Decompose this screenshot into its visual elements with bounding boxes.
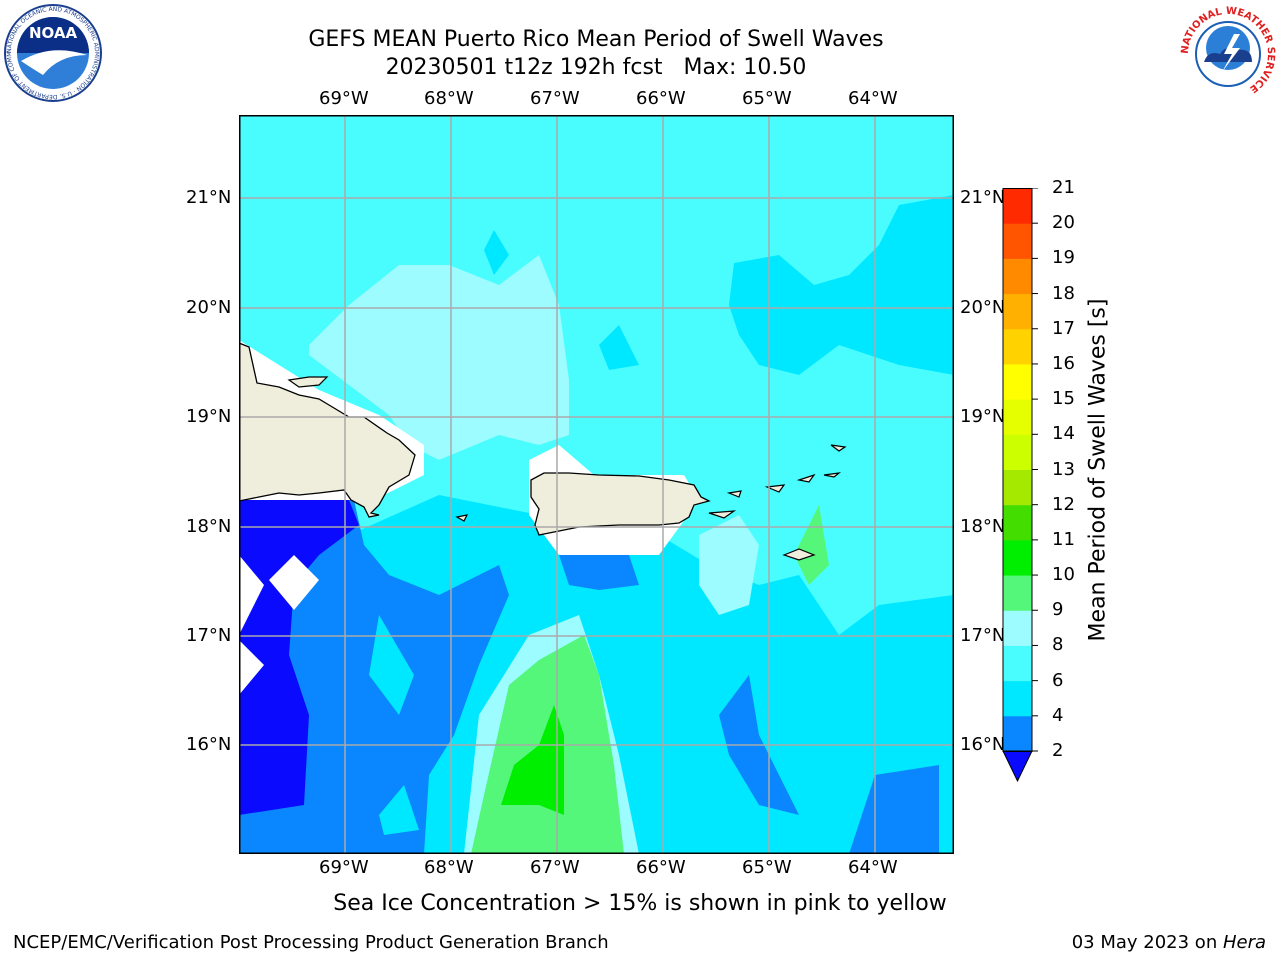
colorbar-tick-label: 8	[1052, 634, 1064, 656]
lon-label-top-69w: 69°W	[319, 88, 369, 109]
colorbar	[1002, 188, 1038, 783]
contour-under-2	[239, 500, 359, 815]
colorbar-tick-label: 6	[1052, 669, 1064, 691]
colorbar-tick-label: 18	[1052, 282, 1075, 304]
colorbar-bin-16-17	[1003, 328, 1032, 365]
colorbar-bin-12-13	[1003, 469, 1032, 506]
contour-4-6-hole2	[379, 785, 419, 835]
colorbar-bin-15-16	[1003, 363, 1032, 400]
colorbar-label: Mean Period of Swell Waves [s]	[1085, 298, 1111, 642]
lat-label-right-17n: 17°N	[960, 625, 1006, 646]
colorbar-bin-9-10	[1003, 575, 1032, 611]
colorbar-tick-label: 20	[1052, 212, 1075, 234]
colorbar-bin-14-15	[1003, 399, 1032, 435]
lon-label-bottom-64w: 64°W	[848, 857, 898, 878]
lon-label-bottom-66w: 66°W	[636, 857, 686, 878]
virgin-islands-land	[287, 376, 847, 561]
colorbar-tick-label: 9	[1052, 599, 1064, 621]
footer-date: 03 May 2023 on Hera	[1072, 932, 1266, 953]
lat-label-right-19n: 19°N	[960, 406, 1006, 427]
lon-label-bottom-67w: 67°W	[530, 857, 580, 878]
lon-label-top-65w: 65°W	[742, 88, 792, 109]
lat-label-left-21n: 21°N	[186, 187, 232, 208]
contour-4-6-north	[484, 230, 509, 275]
svg-text:NOAA: NOAA	[29, 24, 78, 42]
hispaniola-land	[239, 342, 416, 518]
no-data-mask-west2	[269, 555, 319, 610]
lon-label-top-64w: 64°W	[848, 88, 898, 109]
lat-label-right-16n: 16°N	[960, 734, 1006, 755]
colorbar-tick-label: 11	[1052, 528, 1075, 550]
lon-label-bottom-65w: 65°W	[742, 857, 792, 878]
lat-label-right-20n: 20°N	[960, 297, 1006, 318]
footer-date-text: 03 May 2023 on	[1071, 932, 1223, 953]
colorbar-bin-2-4	[1003, 715, 1032, 752]
max-value: Max: 10.50	[683, 55, 807, 80]
forecast-date: 20230501 t12z 192h fcst	[385, 55, 663, 80]
contour-4-6-east	[729, 195, 954, 375]
lon-label-top-67w: 67°W	[530, 88, 580, 109]
colorbar-tick-label: 19	[1052, 247, 1075, 269]
colorbar-tick-label: 4	[1052, 704, 1064, 726]
lat-label-right-18n: 18°N	[960, 516, 1006, 537]
colorbar-tick-label: 21	[1052, 177, 1075, 198]
colorbar-bin-8-9	[1003, 610, 1032, 646]
lon-label-bottom-69w: 69°W	[319, 857, 369, 878]
contour-10-11	[501, 705, 564, 815]
footer-credit: NCEP/EMC/Verification Post Processing Pr…	[13, 932, 609, 953]
colorbar-tick-label: 10	[1052, 564, 1075, 586]
lon-label-top-66w: 66°W	[636, 88, 686, 109]
lon-label-bottom-68w: 68°W	[424, 857, 474, 878]
no-data-mask-west1	[239, 555, 264, 635]
no-data-mask-west3	[239, 640, 264, 695]
colorbar-bin-10-11	[1003, 539, 1032, 576]
plot-title: GEFS MEAN Puerto Rico Mean Period of Swe…	[308, 27, 884, 52]
colorbar-under-arrow	[1002, 750, 1033, 783]
lat-label-left-19n: 19°N	[186, 406, 232, 427]
colorbar-tick-label: 17	[1052, 317, 1075, 339]
colorbar-bin-4-6	[1003, 680, 1032, 717]
lat-label-left-17n: 17°N	[186, 625, 232, 646]
colorbar-tick-label: 13	[1052, 458, 1075, 480]
colorbar-bin-18-19	[1003, 258, 1032, 295]
contour-4-6-hole1	[369, 615, 414, 715]
noaa-logo: NATIONAL OCEANIC AND ATMOSPHERIC ADMINIS…	[3, 3, 102, 102]
contour-2-4-se	[849, 765, 939, 854]
map-plot	[239, 115, 954, 854]
contour-9-10-virgin	[794, 505, 829, 585]
contour-8-9-band	[309, 255, 569, 460]
colorbar-bin-19-20	[1003, 223, 1032, 259]
contour-4-6-nearne	[599, 325, 639, 370]
lon-label-top-68w: 68°W	[424, 88, 474, 109]
colorbar-bin-20-21	[1003, 188, 1032, 224]
colorbar-bin-6-8	[1003, 645, 1032, 682]
plot-subtitle: 20230501 t12z 192h fcst Max: 10.50	[196, 55, 996, 81]
map-frame	[239, 115, 954, 854]
graticule	[239, 115, 954, 854]
colorbar-tick-label: 16	[1052, 352, 1075, 374]
colorbar-tick-label: 15	[1052, 388, 1075, 410]
footer-machine: Hera	[1222, 932, 1266, 953]
colorbar-bin-17-18	[1003, 293, 1032, 330]
nws-logo: NATIONAL WEATHER SERVICE	[1180, 6, 1276, 102]
colorbar-tick-label: 12	[1052, 493, 1075, 515]
lat-label-left-20n: 20°N	[186, 297, 232, 318]
lat-label-left-18n: 18°N	[186, 516, 232, 537]
lat-label-right-21n: 21°N	[960, 187, 1006, 208]
contour-2-4-prsouth	[559, 555, 639, 590]
sea-ice-caption: Sea Ice Concentration > 15% is shown in …	[333, 891, 947, 916]
contour-8-9-east	[699, 515, 759, 615]
colorbar-tick-label: 14	[1052, 423, 1075, 445]
colorbar-bin-11-12	[1003, 504, 1032, 541]
colorbar-bin-13-14	[1003, 434, 1032, 470]
lat-label-left-16n: 16°N	[186, 734, 232, 755]
colorbar-tick-label: 2	[1052, 740, 1064, 761]
